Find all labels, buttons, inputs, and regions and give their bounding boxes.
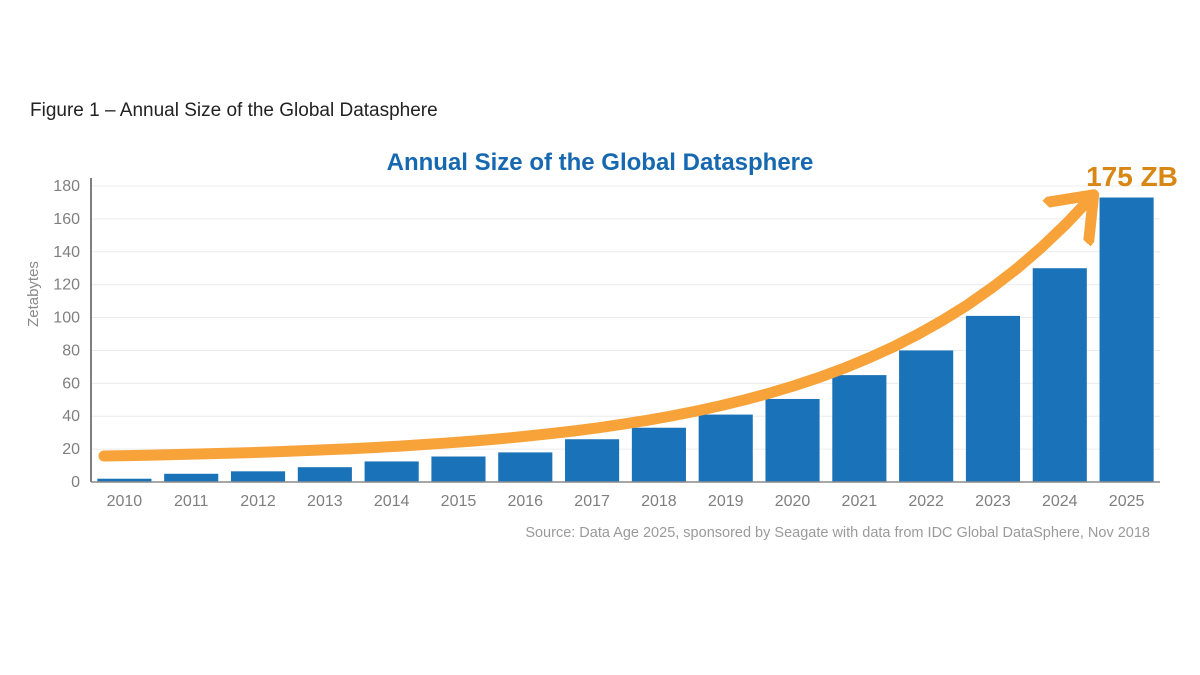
x-tick-label-2013: 2013 bbox=[307, 493, 343, 510]
callout-label-175zb: 175 ZB bbox=[1086, 161, 1178, 192]
source-note: Source: Data Age 2025, sponsored by Seag… bbox=[525, 525, 1150, 541]
bar-2021 bbox=[832, 375, 887, 482]
bar-2010 bbox=[97, 478, 152, 482]
y-tick-label-140: 140 bbox=[53, 244, 80, 261]
x-tick-label-2022: 2022 bbox=[908, 493, 944, 510]
x-tick-labels: 2010 2011 2012 2013 2014 2015 2016 2017 2018 2019… bbox=[107, 493, 1145, 510]
bar-2023 bbox=[965, 315, 1021, 482]
bar-2022 bbox=[899, 350, 954, 482]
x-tick-label-2012: 2012 bbox=[240, 493, 276, 510]
bar-2018 bbox=[631, 427, 686, 482]
growth-trend-arrow bbox=[98, 198, 1091, 462]
y-tick-label-80: 80 bbox=[62, 342, 80, 359]
bar-2015 bbox=[431, 456, 486, 482]
bar-2017 bbox=[565, 439, 620, 482]
bar-2019 bbox=[698, 414, 753, 482]
y-tick-label-160: 160 bbox=[53, 211, 80, 228]
chart-title: Annual Size of the Global Datasphere bbox=[387, 149, 814, 176]
x-tick-label-2024: 2024 bbox=[1042, 493, 1078, 510]
bar-2016 bbox=[498, 452, 553, 482]
x-tick-label-2020: 2020 bbox=[775, 493, 811, 510]
bar-2011 bbox=[164, 473, 219, 482]
x-tick-label-2010: 2010 bbox=[107, 493, 143, 510]
bar-2014 bbox=[364, 461, 419, 482]
bar-2012 bbox=[230, 471, 286, 482]
y-tick-label-100: 100 bbox=[53, 310, 80, 327]
bar-2024 bbox=[1032, 268, 1087, 482]
y-tick-labels: 0 20 40 60 80 100 120 140 160 180 bbox=[53, 178, 80, 491]
y-tick-label-40: 40 bbox=[62, 408, 80, 425]
x-tick-label-2025: 2025 bbox=[1109, 493, 1145, 510]
y-tick-label-0: 0 bbox=[71, 474, 80, 491]
y-tick-label-120: 120 bbox=[53, 277, 80, 294]
bar-2013 bbox=[297, 467, 352, 482]
x-tick-label-2019: 2019 bbox=[708, 493, 744, 510]
x-tick-label-2014: 2014 bbox=[374, 493, 410, 510]
bar-2025 bbox=[1099, 197, 1154, 482]
x-tick-label-2015: 2015 bbox=[441, 493, 477, 510]
x-tick-label-2023: 2023 bbox=[975, 493, 1011, 510]
bars bbox=[97, 197, 1154, 482]
x-tick-label-2018: 2018 bbox=[641, 493, 677, 510]
y-axis-label: Zetabytes bbox=[25, 261, 42, 327]
x-tick-label-2021: 2021 bbox=[842, 493, 878, 510]
figure-caption: Figure 1 – Annual Size of the Global Dat… bbox=[30, 100, 438, 121]
y-tick-label-60: 60 bbox=[62, 375, 80, 392]
y-tick-label-180: 180 bbox=[53, 178, 80, 195]
x-tick-label-2011: 2011 bbox=[174, 493, 209, 510]
bar-2020 bbox=[765, 398, 820, 482]
x-tick-label-2017: 2017 bbox=[574, 493, 610, 510]
axes bbox=[90, 178, 1160, 483]
y-tick-label-20: 20 bbox=[62, 441, 80, 458]
x-tick-label-2016: 2016 bbox=[507, 493, 543, 510]
